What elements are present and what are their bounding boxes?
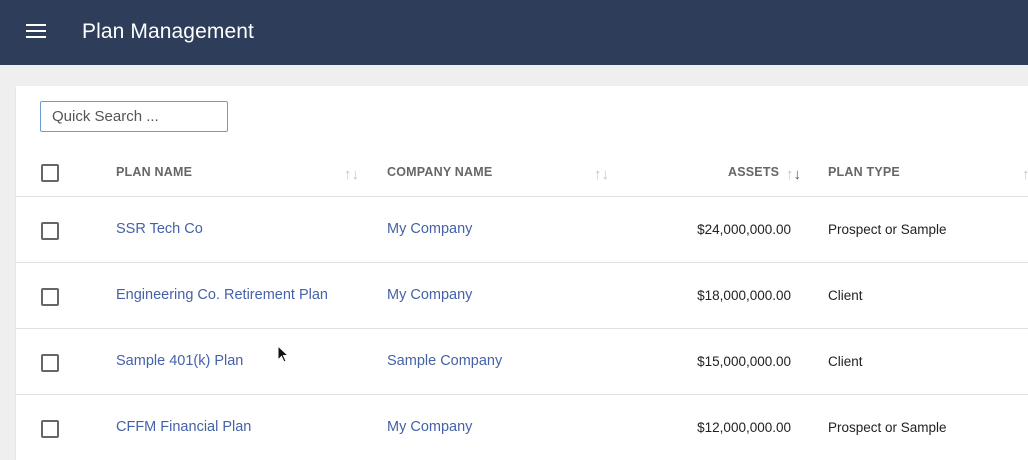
plan-type-value: Client [828, 354, 863, 369]
app-header: Plan Management [0, 0, 1028, 65]
plans-table-card: PLAN NAME ↑↓ COMPANY NAME ↑↓ ASSETS ↑↓ P… [16, 86, 1028, 460]
column-header-company-name[interactable]: COMPANY NAME [387, 165, 493, 179]
row-checkbox[interactable] [41, 354, 59, 372]
plan-type-value: Prospect or Sample [828, 420, 947, 435]
plan-name-link[interactable]: Sample 401(k) Plan [116, 353, 244, 369]
assets-value: $15,000,000.00 [697, 354, 791, 369]
row-divider [16, 328, 1028, 329]
plan-name-link[interactable]: Engineering Co. Retirement Plan [116, 287, 328, 303]
company-name-link[interactable]: My Company [387, 287, 473, 303]
plan-name-link[interactable]: CFFM Financial Plan [116, 419, 252, 435]
row-divider [16, 394, 1028, 395]
sort-assets-icon[interactable]: ↑↓ [786, 166, 801, 183]
company-name-link[interactable]: Sample Company [387, 353, 503, 369]
assets-value: $18,000,000.00 [697, 288, 791, 303]
sort-company-name-icon[interactable]: ↑↓ [594, 166, 609, 183]
plan-name-link[interactable]: SSR Tech Co [116, 221, 203, 237]
row-checkbox[interactable] [41, 222, 59, 240]
row-divider [16, 196, 1028, 197]
sort-plan-name-icon[interactable]: ↑↓ [344, 166, 359, 183]
assets-value: $12,000,000.00 [697, 420, 791, 435]
company-name-link[interactable]: My Company [387, 221, 473, 237]
mouse-cursor-icon [277, 345, 289, 363]
company-name-link[interactable]: My Company [387, 419, 473, 435]
column-header-plan-name[interactable]: PLAN NAME [116, 165, 193, 179]
sort-plan-type-icon[interactable]: ↑ [1022, 166, 1028, 183]
row-checkbox[interactable] [41, 288, 59, 306]
column-header-plan-type[interactable]: PLAN TYPE [828, 165, 900, 179]
select-all-checkbox[interactable] [41, 164, 59, 182]
assets-value: $24,000,000.00 [697, 222, 791, 237]
page-title: Plan Management [82, 20, 254, 43]
hamburger-menu-icon[interactable] [26, 24, 46, 40]
plan-type-value: Client [828, 288, 863, 303]
row-checkbox[interactable] [41, 420, 59, 438]
plan-type-value: Prospect or Sample [828, 222, 947, 237]
column-header-assets[interactable]: ASSETS [728, 165, 780, 179]
row-divider [16, 262, 1028, 263]
quick-search-input[interactable] [40, 101, 228, 132]
